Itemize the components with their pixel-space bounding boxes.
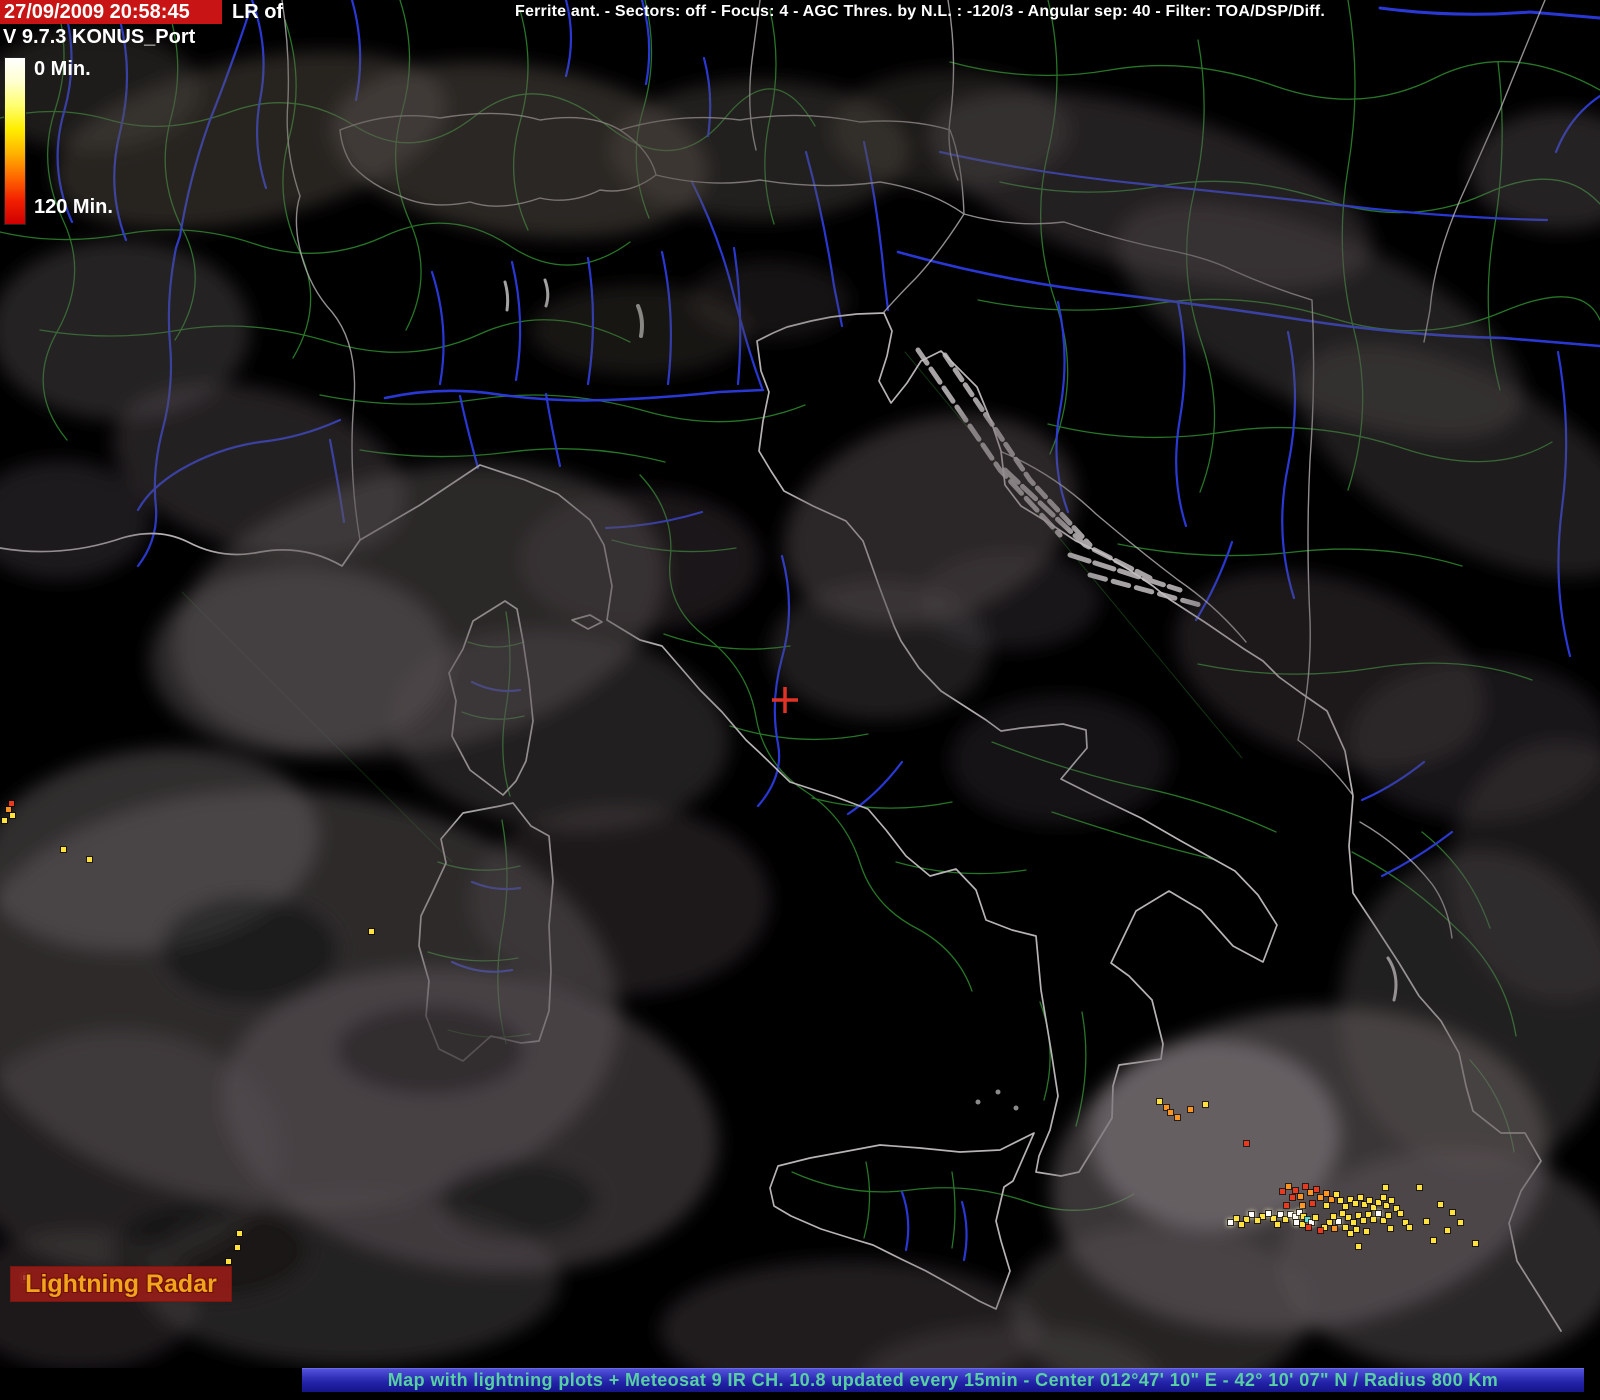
satellite-cloud-layer [0, 30, 1600, 1400]
sicily-coastline [769, 1132, 1035, 1310]
aeolian-islets [975, 1089, 1019, 1111]
center-marker [772, 687, 798, 713]
